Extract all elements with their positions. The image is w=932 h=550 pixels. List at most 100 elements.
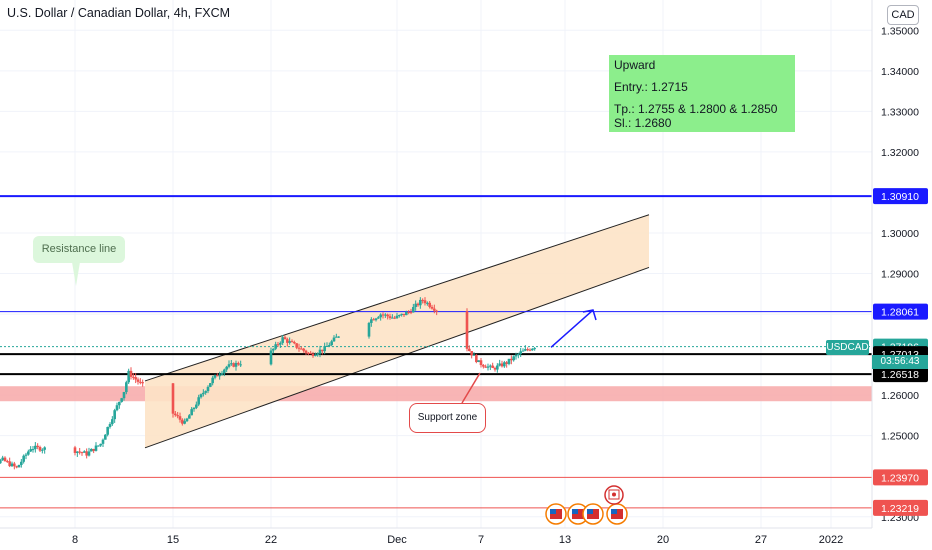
candle-body bbox=[507, 358, 511, 364]
support-zone-note: Support zone bbox=[409, 403, 486, 433]
candle-body bbox=[17, 464, 21, 468]
price-tag-1.28061 bbox=[873, 303, 928, 320]
candle-body bbox=[3, 457, 7, 462]
candle-body bbox=[132, 376, 135, 378]
candle-body bbox=[533, 348, 536, 350]
x-tick-label: 8 bbox=[72, 534, 78, 546]
y-tick-label: 1.25000 bbox=[881, 431, 919, 443]
candle-body bbox=[337, 336, 340, 338]
bar-countdown: 03:56:43 bbox=[872, 354, 928, 369]
candle-body bbox=[386, 314, 389, 317]
candle-body bbox=[213, 374, 217, 378]
candle-body bbox=[202, 392, 205, 395]
candle-body bbox=[279, 342, 282, 345]
candle-body bbox=[90, 448, 93, 452]
candle-body bbox=[1, 457, 4, 461]
candle-body bbox=[400, 313, 403, 315]
x-tick-label: 27 bbox=[755, 534, 767, 546]
candle-body bbox=[22, 455, 25, 462]
candle-body bbox=[479, 360, 483, 366]
candle-body bbox=[367, 322, 371, 337]
candle-body bbox=[489, 365, 492, 367]
candle-body bbox=[73, 447, 77, 453]
candle-body bbox=[465, 311, 469, 349]
candle-body bbox=[195, 404, 198, 408]
channel-fill bbox=[145, 214, 649, 448]
y-tick-label: 1.35000 bbox=[881, 25, 919, 37]
candle-body bbox=[27, 451, 30, 455]
candle-body bbox=[512, 356, 515, 361]
candle-body bbox=[97, 445, 100, 447]
candle-body bbox=[178, 416, 182, 420]
candle-body bbox=[204, 391, 207, 393]
candle-body bbox=[120, 398, 123, 402]
candle-body bbox=[181, 419, 184, 424]
candle-body bbox=[316, 353, 319, 355]
candle-body bbox=[80, 452, 84, 454]
candle-body bbox=[318, 349, 322, 354]
candle-body bbox=[388, 316, 392, 318]
candle-body bbox=[134, 377, 137, 380]
candle-body bbox=[412, 307, 415, 313]
candle-body bbox=[395, 315, 399, 319]
candle-body bbox=[276, 344, 280, 346]
candle-body bbox=[332, 337, 336, 342]
price-axis bbox=[872, 0, 932, 550]
candle-body bbox=[302, 348, 305, 351]
candle-body bbox=[430, 306, 434, 309]
candle-body bbox=[211, 377, 214, 384]
currency-button[interactable]: CAD bbox=[887, 5, 919, 25]
candle-body bbox=[232, 363, 235, 367]
candle-body bbox=[505, 362, 508, 364]
trade-stop: Sl.: 1.2680 bbox=[614, 116, 672, 130]
candle-body bbox=[199, 394, 203, 398]
x-tick-label: 20 bbox=[657, 534, 669, 546]
candle-body bbox=[486, 366, 490, 368]
candle-body bbox=[477, 360, 480, 363]
candle-body bbox=[421, 299, 424, 301]
candle-body bbox=[10, 463, 14, 467]
support-note-pointer bbox=[461, 372, 481, 404]
candle-body bbox=[76, 451, 79, 453]
candle-body bbox=[482, 365, 485, 367]
candle-body bbox=[36, 445, 39, 447]
candle-body bbox=[188, 415, 191, 419]
x-tick-label: 2022 bbox=[819, 534, 843, 546]
candle-body bbox=[374, 318, 378, 321]
candle-body bbox=[426, 302, 429, 304]
candle-body bbox=[297, 347, 301, 349]
candle-body bbox=[218, 374, 221, 377]
candle-body bbox=[34, 445, 37, 450]
candle-body bbox=[433, 308, 436, 311]
candle-body bbox=[391, 317, 394, 319]
candle-body bbox=[192, 407, 196, 410]
price-tag-1.30910 bbox=[873, 188, 928, 205]
price-tag-1.23219 bbox=[873, 499, 928, 516]
us-flag-canton bbox=[587, 509, 593, 514]
candle-body bbox=[234, 362, 238, 367]
candle-body bbox=[300, 348, 303, 350]
candle-body bbox=[13, 463, 16, 467]
candle-body bbox=[41, 449, 44, 451]
candle-body bbox=[428, 302, 431, 307]
candle-body bbox=[496, 365, 499, 370]
candle-body bbox=[29, 449, 32, 452]
candle-body bbox=[141, 382, 144, 384]
candle-body bbox=[113, 410, 116, 420]
channel-lower-line bbox=[144, 266, 650, 449]
candle-body bbox=[176, 415, 179, 417]
candle-body bbox=[281, 337, 284, 343]
candle-body bbox=[216, 374, 219, 377]
candle-body bbox=[286, 339, 289, 343]
x-tick-label: Dec bbox=[387, 534, 407, 546]
us-flag-canton bbox=[572, 509, 578, 514]
candle-body bbox=[314, 354, 317, 357]
candle-body bbox=[491, 365, 494, 368]
candle-body bbox=[531, 348, 534, 351]
y-tick-label: 1.33000 bbox=[881, 106, 919, 118]
price-tag-text: 1.23219 bbox=[881, 503, 919, 515]
candle-body bbox=[309, 352, 312, 354]
candle-body bbox=[24, 454, 28, 456]
candle-body bbox=[106, 426, 109, 435]
